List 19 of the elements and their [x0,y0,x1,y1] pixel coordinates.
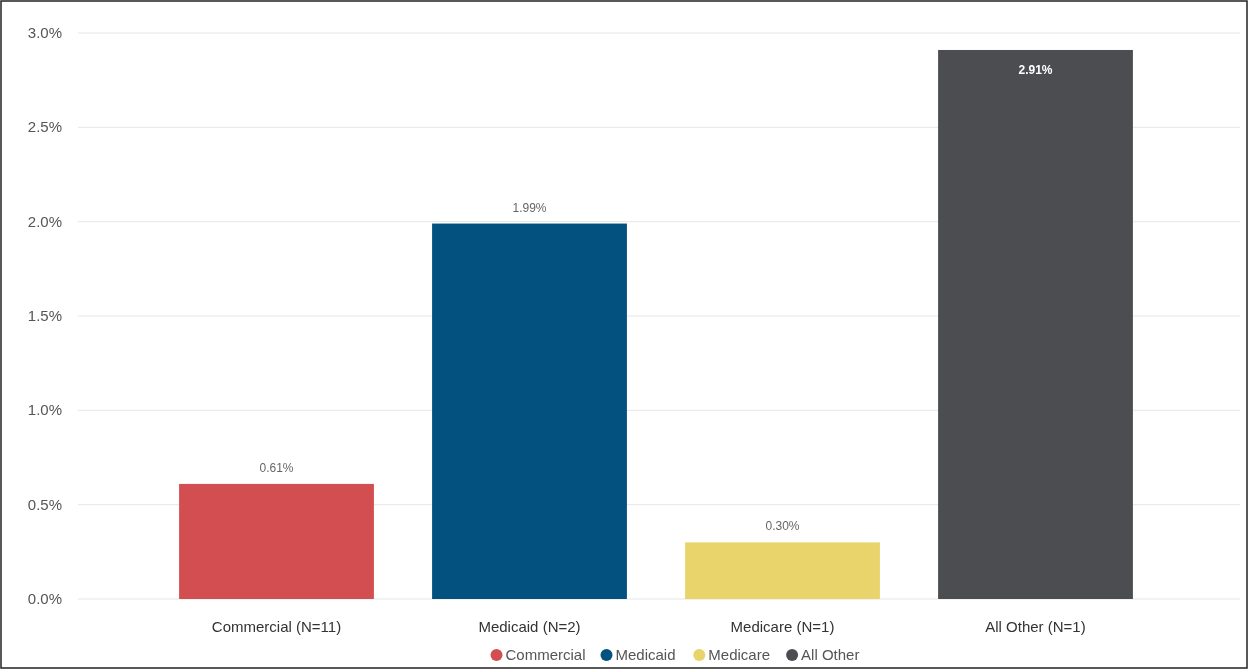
y-tick-label: 2.0% [27,212,62,230]
y-tick-label: 0.5% [27,495,62,513]
x-tick-label: All Other (N=1) [985,618,1086,635]
x-tick-label: Medicaid (N=2) [478,618,581,635]
legend-label: Medicaid [615,646,676,663]
data-label: 2.91% [1018,62,1053,77]
data-label: 1.99% [512,200,547,215]
data-label: 0.61% [259,460,294,475]
legend-label: All Other [801,646,860,663]
x-tick-label: Commercial (N=11) [211,618,342,635]
y-tick-label: 1.0% [27,401,62,419]
x-tick-label: Medicare (N=1) [730,618,835,635]
data-label: 0.30% [765,519,800,534]
y-tick-label: 2.5% [27,118,62,136]
legend-label: Commercial [505,646,586,663]
legend-label: Medicare [708,646,770,663]
y-tick-label: 1.5% [27,307,62,324]
y-tick-label: 0.0% [27,590,62,607]
y-tick-label: 3.0% [27,24,62,41]
